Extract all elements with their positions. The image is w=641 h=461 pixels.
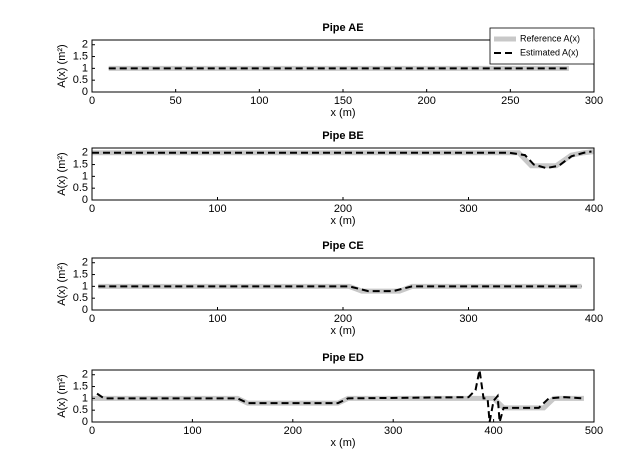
y-tick-label: 1.5	[73, 158, 88, 170]
y-tick-label: 2	[82, 147, 88, 159]
subplot: Pipe AE 0 50 100 150 200 250 300 00.511.52 x (m) A…	[56, 22, 603, 119]
series-line	[92, 150, 592, 170]
subplot-title: Pipe AE	[322, 22, 363, 34]
y-tick-label: 0.5	[73, 404, 88, 416]
x-tick-label: 200	[284, 425, 302, 437]
subplot-title: Pipe CE	[322, 240, 364, 252]
x-tick-label: 100	[208, 313, 226, 325]
y-tick-label: 1.5	[73, 50, 88, 62]
subplot: Pipe ED 0 100 200 300 400 500 00.511.52 x (m) A(x…	[56, 352, 603, 449]
x-tick-label: 300	[585, 95, 603, 107]
y-tick-label: 1	[82, 170, 88, 182]
x-tick-label: 150	[334, 95, 352, 107]
subplot: Pipe CE 0 100 200 300 400 00.511.52 x (m) A(x) (…	[56, 240, 603, 337]
series-line	[92, 149, 594, 169]
subplot-title: Pipe BE	[322, 130, 364, 142]
y-tick-label: 0.5	[73, 74, 88, 86]
x-axis-label: x (m)	[330, 215, 355, 227]
y-axis-label: A(x) (m²)	[56, 152, 68, 195]
y-tick-label: 2	[82, 39, 88, 51]
y-tick-label: 2	[82, 369, 88, 381]
y-tick-label: 0	[82, 304, 88, 316]
y-tick-label: 0	[82, 194, 88, 206]
y-tick-label: 1	[82, 62, 88, 74]
y-tick-label: 1.5	[73, 268, 88, 280]
x-axis-label: x (m)	[330, 437, 355, 449]
legend-box	[489, 27, 595, 65]
x-tick-label: 300	[384, 425, 402, 437]
x-tick-label: 200	[417, 95, 435, 107]
y-tick-label: 1.5	[73, 380, 88, 392]
axes-box	[91, 369, 595, 423]
y-tick-label: 0.5	[73, 182, 88, 194]
x-tick-label: 200	[334, 313, 352, 325]
y-tick-label: 1	[82, 392, 88, 404]
legend-label: Reference A(x)	[520, 33, 580, 43]
x-tick-label: 300	[459, 203, 477, 215]
y-tick-label: 1	[82, 280, 88, 292]
y-tick-label: 2	[82, 257, 88, 269]
y-tick-label: 0.5	[73, 292, 88, 304]
x-tick-label: 250	[501, 95, 519, 107]
x-tick-label: 400	[484, 425, 502, 437]
x-tick-label: 100	[208, 203, 226, 215]
x-tick-label: 50	[170, 95, 182, 107]
x-tick-label: 0	[89, 203, 95, 215]
x-tick-label: 100	[183, 425, 201, 437]
y-tick-label: 0	[82, 416, 88, 428]
x-tick-label: 200	[334, 203, 352, 215]
x-tick-label: 300	[459, 313, 477, 325]
x-tick-label: 0	[89, 425, 95, 437]
x-tick-label: 400	[585, 203, 603, 215]
y-tick-label: 0	[82, 86, 88, 98]
x-tick-label: 0	[89, 95, 95, 107]
legend-label: Estimated A(x)	[520, 47, 579, 57]
y-axis-label: A(x) (m²)	[56, 44, 68, 87]
subplot: Pipe BE 0 100 200 300 400 00.511.52 x (m) A(x) (…	[56, 130, 603, 227]
x-tick-label: 500	[585, 425, 603, 437]
subplot-title: Pipe ED	[322, 352, 364, 364]
series-line	[98, 285, 582, 293]
x-tick-label: 400	[585, 313, 603, 325]
y-axis-label: A(x) (m²)	[56, 374, 68, 417]
x-tick-label: 0	[89, 313, 95, 325]
x-axis-label: x (m)	[330, 107, 355, 119]
x-axis-label: x (m)	[330, 325, 355, 337]
series-line	[96, 370, 585, 422]
x-tick-label: 100	[250, 95, 268, 107]
y-axis-label: A(x) (m²)	[56, 262, 68, 305]
